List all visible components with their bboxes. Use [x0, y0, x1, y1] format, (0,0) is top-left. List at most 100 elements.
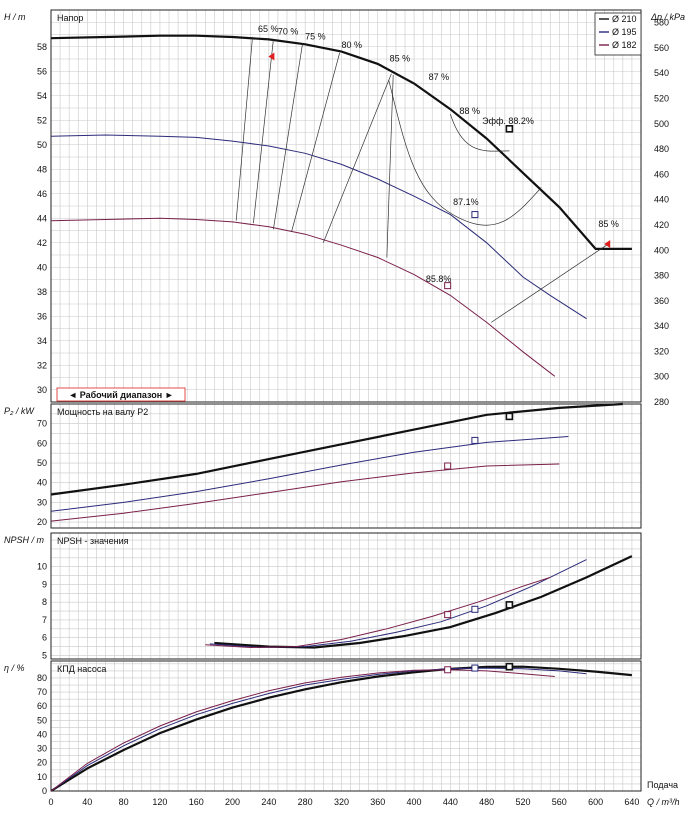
y2-tick-label: 320 — [654, 346, 669, 356]
y-tick-label: 20 — [37, 517, 47, 527]
panel-title: Мощность на валу P2 — [57, 407, 148, 417]
iso-efficiency-line — [291, 52, 340, 232]
series-line-195 — [50, 436, 569, 512]
operating-point-marker — [471, 211, 479, 219]
y-tick-label: 50 — [37, 715, 47, 725]
y-tick-label: 30 — [37, 744, 47, 754]
y-tick-label: 40 — [37, 262, 47, 272]
panel-title: КПД насоса — [57, 664, 106, 674]
y2-tick-label: 520 — [654, 94, 669, 104]
efficiency-label: Эфф. 88.2% — [482, 116, 534, 126]
y-tick-label: 60 — [37, 701, 47, 711]
y-tick-label: 40 — [37, 478, 47, 488]
y-tick-label: 70 — [37, 419, 47, 429]
efficiency-label: 85 % — [598, 219, 619, 229]
x-tick-label: 400 — [407, 797, 422, 807]
x-tick-label: 0 — [48, 797, 53, 807]
y-tick-label: 50 — [37, 140, 47, 150]
efficiency-label: 88 % — [459, 106, 480, 116]
x-tick-label: 440 — [443, 797, 458, 807]
x-tick-label: 40 — [82, 797, 92, 807]
iso-efficiency-line — [386, 74, 394, 258]
y2-tick-label: 420 — [654, 220, 669, 230]
x-tick-label: 200 — [225, 797, 240, 807]
x-tick-label: 320 — [334, 797, 349, 807]
operating-point-label: 87.1% — [453, 197, 479, 207]
x-tick-label: 640 — [624, 797, 639, 807]
legend-entry: Ø 210 — [612, 14, 637, 24]
operating-point-marker — [505, 125, 514, 133]
y2-tick-label: 540 — [654, 68, 669, 78]
operating-point-marker — [444, 462, 452, 470]
y-tick-label: 34 — [37, 336, 47, 346]
operating-range-marker — [268, 52, 275, 61]
panel-frame — [50, 660, 642, 792]
operating-range-box — [56, 387, 186, 402]
y-tick-label: 36 — [37, 311, 47, 321]
y-tick-label: 42 — [37, 238, 47, 248]
x-tick-label: 560 — [552, 797, 567, 807]
series-line-182 — [50, 669, 555, 792]
y-axis-label: η / % — [4, 663, 25, 673]
y-tick-label: 46 — [37, 189, 47, 199]
y-tick-label: 54 — [37, 91, 47, 101]
operating-point-marker — [471, 436, 479, 444]
x-tick-label: 80 — [119, 797, 129, 807]
x-tick-label: 160 — [189, 797, 204, 807]
y-tick-label: 8 — [42, 597, 47, 607]
x-tick-label: 280 — [298, 797, 313, 807]
operating-point-marker — [444, 611, 452, 619]
operating-point-marker — [444, 282, 452, 290]
y-tick-label: 38 — [37, 287, 47, 297]
y-tick-label: 58 — [37, 42, 47, 52]
series-line-182 — [50, 463, 560, 522]
x-axis-caption: Подача — [647, 780, 678, 790]
y-tick-label: 6 — [42, 633, 47, 643]
y-axis-label: NPSH / m — [4, 535, 45, 545]
iso-efficiency-line — [253, 39, 274, 224]
y-axis-label: P₂ / kW — [4, 406, 35, 416]
operating-point-marker — [471, 664, 479, 672]
y2-tick-label: 380 — [654, 271, 669, 281]
y-tick-label: 10 — [37, 772, 47, 782]
panel-frame — [50, 532, 642, 660]
y-tick-label: 50 — [37, 458, 47, 468]
y-tick-label: 7 — [42, 615, 47, 625]
x-tick-label: 360 — [370, 797, 385, 807]
labels-layer: 65 % 70 % 75 % 80 % 85 % 87 % 88 %Эфф. 88.2% 85… — [56, 12, 642, 674]
y2-tick-label: 440 — [654, 195, 669, 205]
series-line-182 — [50, 217, 556, 377]
efficiency-label: 87 % — [429, 72, 450, 82]
panel-frame — [50, 403, 642, 529]
y2-tick-label: 280 — [654, 397, 669, 407]
legend: Ø 210 Ø 195 Ø 182 — [594, 12, 642, 56]
x-axis-label: Q / m³/h — [647, 797, 680, 807]
panel-title: NPSH - значения — [57, 536, 129, 546]
curves-layer — [50, 34, 633, 792]
series-line-210 — [50, 34, 632, 250]
operating-range-marker — [604, 239, 611, 248]
y2-tick-label: 340 — [654, 321, 669, 331]
legend-entry: Ø 195 — [612, 27, 637, 37]
y-axis-label: H / m — [4, 12, 26, 22]
iso-efficiency-curve — [450, 114, 510, 152]
efficiency-label: 70 % — [278, 27, 299, 37]
iso-efficiency-line — [322, 73, 392, 243]
iso-efficiency-curve — [388, 79, 542, 226]
y2-tick-label: 560 — [654, 43, 669, 53]
panel-title: Напор — [57, 13, 83, 23]
series-line-210 — [50, 665, 633, 792]
legend-box — [594, 12, 642, 56]
series-line-210 — [50, 402, 623, 496]
operating-point-marker — [444, 666, 452, 674]
y-tick-label: 40 — [37, 729, 47, 739]
efficiency-label: 85 % — [390, 53, 411, 63]
y2-tick-label: 360 — [654, 296, 669, 306]
x-tick-label: 240 — [261, 797, 276, 807]
x-tick-label: 120 — [152, 797, 167, 807]
series-line-195 — [50, 134, 587, 320]
y-tick-label: 44 — [37, 213, 47, 223]
y-tick-label: 32 — [37, 360, 47, 370]
operating-point-marker — [505, 601, 514, 609]
